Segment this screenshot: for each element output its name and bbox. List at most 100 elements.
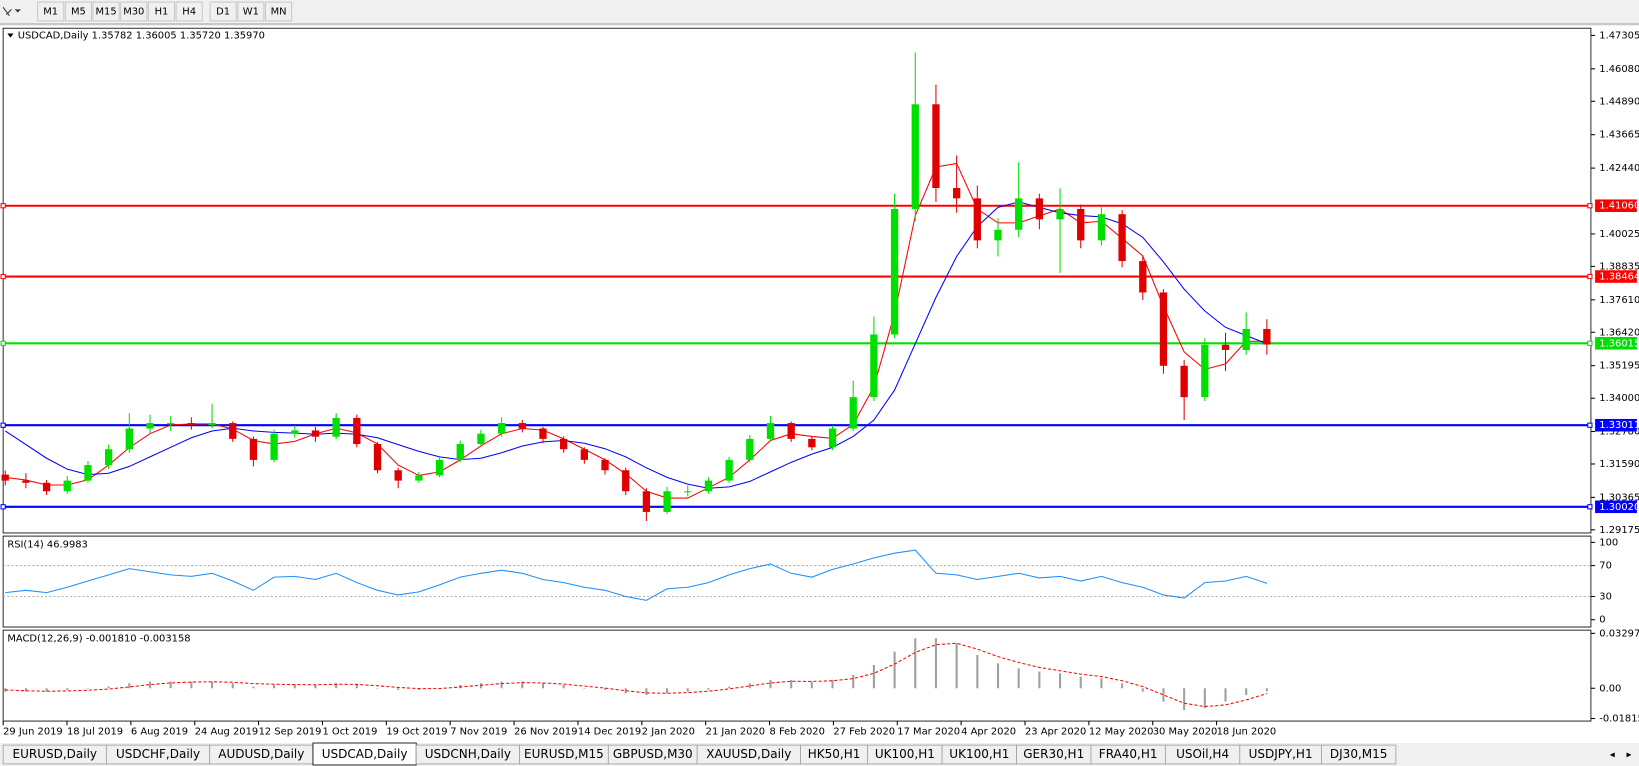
level-handle[interactable] [1587,504,1593,510]
macd-tick-label: 0.032972 [1599,628,1639,639]
tab-scroll-left[interactable]: ◂ [1610,750,1615,761]
tab-label: HK50,H1 [808,747,861,761]
x-tick-label: 21 Jan 2020 [706,727,765,738]
tab[interactable]: XAUUSD,Daily [696,744,801,765]
timeframe-button[interactable] [237,1,265,22]
macd-bar [1141,688,1144,692]
level-handle[interactable] [1587,273,1593,280]
candle-body [1077,209,1085,241]
chart-menu-arrow[interactable] [7,33,14,38]
macd-bar [541,683,545,689]
level-label: 1.41060 [1599,201,1639,212]
candle-body [518,423,526,429]
tab[interactable]: EURUSD,M15 [519,744,609,765]
level-label-box [1595,500,1637,514]
level-handle[interactable] [1587,422,1593,428]
level-handle[interactable] [0,273,6,280]
tab[interactable]: USDJPY,H1 [1239,744,1322,765]
dropdown-arrow[interactable] [14,9,21,13]
tab[interactable]: DJ30,M15 [1321,744,1397,765]
timeframe-button[interactable] [264,1,293,22]
timeframe-label: M1 [43,6,58,17]
tab[interactable]: UK100,H1 [867,744,943,765]
candle-body [1015,198,1023,230]
tab-label: GBPUSD,M30 [613,747,693,761]
macd-bar [852,674,855,689]
macd-bar [107,686,110,689]
candle-body [249,438,258,460]
candle-body [766,423,775,439]
timeframe-button[interactable] [92,1,120,22]
timeframe-button[interactable] [64,1,92,22]
macd-bar [169,681,172,689]
candle-body [994,229,1002,241]
candle-body [104,449,113,466]
candle-body [1035,198,1044,220]
macd-bar [1100,678,1103,689]
tab[interactable]: AUDUSD,Daily [209,744,314,765]
macd-bar [128,683,131,689]
x-tick-label: 14 Dec 2019 [578,727,641,738]
level-handle[interactable] [0,340,6,346]
timeframe-button[interactable] [209,1,237,22]
timeframe-button[interactable] [175,1,203,22]
level-handle[interactable] [0,422,6,428]
tab-label: DJ30,M15 [1330,747,1388,761]
y-tick-label: 1.31590 [1599,459,1639,470]
tab[interactable]: GER30,H1 [1016,744,1092,765]
tab[interactable]: HK50,H1 [800,744,869,765]
candle-body [415,475,423,481]
macd-bar [500,681,503,689]
tab[interactable]: USDCHF,Daily [105,744,211,765]
macd-bar [976,654,979,689]
rsi-tick-label: 70 [1599,561,1612,572]
candle-body [808,438,816,448]
tab[interactable]: USDCNH,Daily [415,744,520,765]
tab[interactable]: USOil,H4 [1164,744,1241,765]
candle-body [973,198,981,241]
candle-body [932,104,940,189]
tab[interactable]: EURUSD,Daily [2,744,107,765]
macd-bar [831,679,834,689]
tab-scroll-right[interactable]: ▸ [1626,750,1631,761]
candle-body [1201,344,1209,398]
candle-body [497,423,506,434]
tab[interactable]: GBPUSD,M30 [607,744,698,765]
y-tick-label: 1.35195 [1599,361,1639,372]
candle-body [828,428,837,448]
macd-bar [914,638,917,689]
candle-body [1118,214,1126,262]
rsi-tick-label: 0 [1599,615,1605,626]
tab[interactable]: UK100,H1 [941,744,1017,765]
candle-body [353,417,361,445]
macd-bar [314,684,317,689]
cursor-icon[interactable] [2,7,12,16]
macd-bar [934,638,937,689]
y-tick-label: 1.43665 [1599,130,1639,141]
candle-body [1242,328,1250,350]
macd-bar [707,688,710,690]
tab[interactable]: USDCAD,Daily [312,742,417,766]
y-tick-label: 1.44890 [1599,96,1639,107]
timeframe-label: H1 [155,6,169,17]
x-tick-label: 2 Jan 2020 [642,727,695,738]
macd-bar [1265,688,1268,692]
level-handle[interactable] [1587,340,1593,346]
candle-body [187,423,196,426]
level-label: 1.33011 [1599,420,1639,431]
timeframe-button[interactable] [147,1,176,22]
timeframe-label: D1 [216,6,230,17]
macd-bar [293,684,296,689]
level-handle[interactable] [0,203,6,209]
timeframe-button[interactable] [120,1,148,22]
level-handle[interactable] [0,504,6,510]
x-tick-label: 30 May 2020 [1153,727,1218,738]
y-tick-label: 1.34000 [1599,393,1639,404]
tab[interactable]: FRA40,H1 [1090,744,1166,765]
rsi-tick-label: 30 [1599,591,1612,602]
macd-bar [893,651,896,689]
timeframe-button[interactable] [37,1,65,22]
level-handle[interactable] [1587,203,1593,209]
